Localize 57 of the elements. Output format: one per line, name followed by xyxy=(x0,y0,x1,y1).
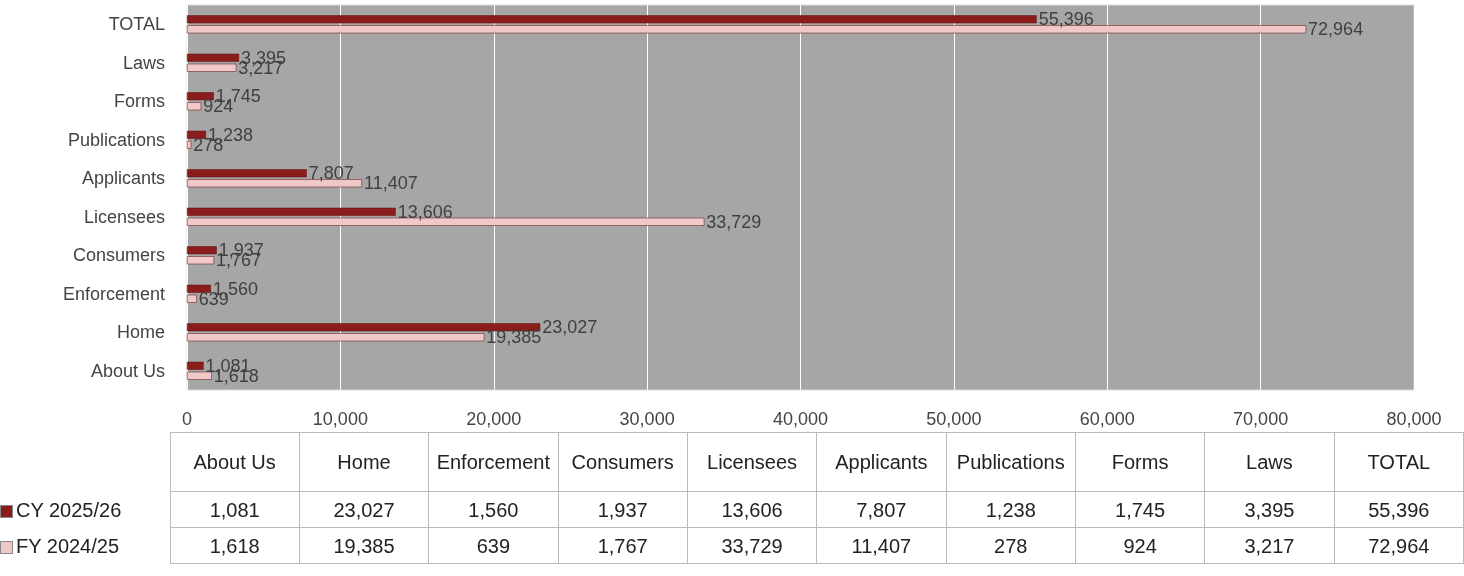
text: 1,937 xyxy=(597,498,648,521)
y-tick-label: Consumers xyxy=(72,245,165,266)
x-tick-label: 80,000 xyxy=(1386,409,1442,429)
category-label: Licensees xyxy=(707,451,798,473)
category-label: About Us xyxy=(193,451,276,473)
text: 3,217 xyxy=(1244,534,1295,557)
category-label: Enforcement xyxy=(436,451,551,473)
category-label: Consumers xyxy=(571,451,674,473)
y-tick-label: Applicants xyxy=(81,168,165,189)
x-tick-label: 20,000 xyxy=(466,409,522,429)
text: 1,238 xyxy=(985,498,1036,521)
text: 1,618 xyxy=(209,534,260,557)
text: 55,396 xyxy=(1368,498,1430,521)
x-tick-label: 10,000 xyxy=(312,409,368,429)
category-label: Home xyxy=(337,451,391,473)
y-tick-label: About Us xyxy=(90,360,165,381)
category-label: Laws xyxy=(1246,451,1293,473)
text: 1,081 xyxy=(209,498,260,521)
x-tick-label: 50,000 xyxy=(926,409,982,429)
text: 1,767 xyxy=(597,534,648,557)
y-tick-label: Enforcement xyxy=(62,283,165,304)
y-tick-label: Home xyxy=(116,322,165,343)
text: 19,385 xyxy=(333,534,395,557)
legend-label: CY 2025/26 xyxy=(15,497,123,523)
category-label: Publications xyxy=(956,451,1065,473)
text: 11,407 xyxy=(851,534,912,557)
text: 639 xyxy=(476,534,511,557)
text: 1,745 xyxy=(1115,498,1166,521)
text: 924 xyxy=(1123,534,1157,557)
data-label: 13,606 xyxy=(397,201,453,222)
y-tick-label: Forms xyxy=(114,91,165,112)
category-label: TOTAL xyxy=(1367,451,1431,473)
data-label: 33,729 xyxy=(706,211,762,232)
y-tick-label: Licensees xyxy=(83,206,165,227)
x-tick-label: 30,000 xyxy=(619,409,675,429)
text: 3,395 xyxy=(1244,498,1295,521)
x-tick-label: 60,000 xyxy=(1079,409,1135,429)
category-label: Applicants xyxy=(835,451,928,473)
text: 13,606 xyxy=(721,498,783,521)
x-tick-label: 70,000 xyxy=(1233,409,1289,429)
legend-label: FY 2024/25 xyxy=(15,533,121,559)
data-label: 23,027 xyxy=(542,317,598,338)
text: 72,964 xyxy=(1368,534,1430,557)
text: 278 xyxy=(994,534,1028,557)
data-label: 11,407 xyxy=(363,173,418,194)
y-tick-label: TOTAL xyxy=(108,14,165,35)
text: 1,560 xyxy=(468,498,519,521)
data-label: 72,964 xyxy=(1308,19,1364,40)
text: 7,807 xyxy=(856,498,907,521)
data-label: 55,396 xyxy=(1038,9,1094,30)
x-tick-label: 0 xyxy=(181,409,193,429)
x-tick-label: 40,000 xyxy=(772,409,829,429)
y-tick-label: Publications xyxy=(67,129,165,150)
y-tick-label: Laws xyxy=(122,52,165,73)
category-label: Forms xyxy=(1111,451,1169,473)
text: 33,729 xyxy=(721,534,783,557)
text: 23,027 xyxy=(333,498,395,521)
